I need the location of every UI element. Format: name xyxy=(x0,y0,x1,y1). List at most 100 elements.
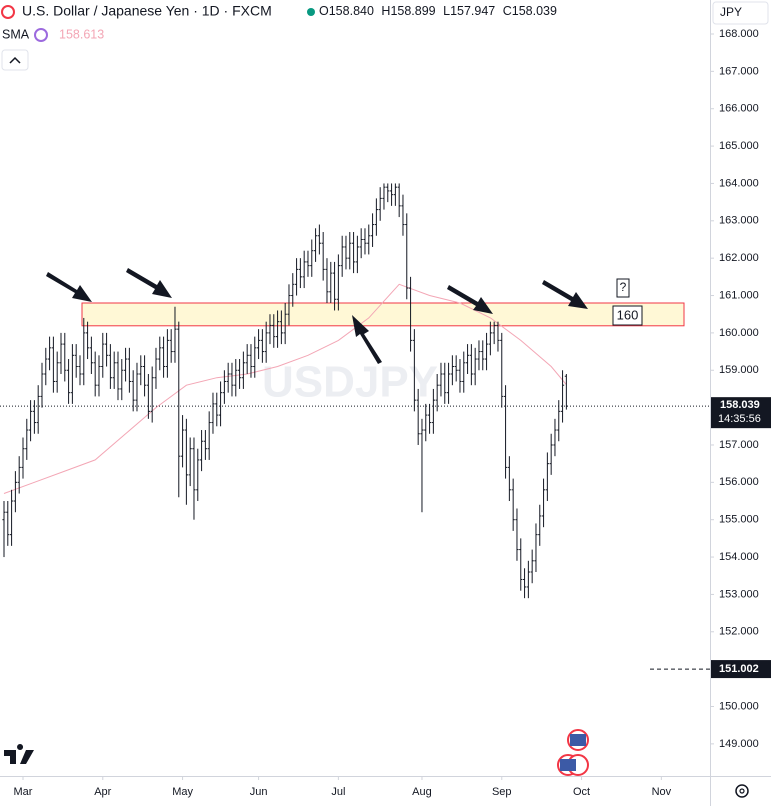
ohlc-bar xyxy=(59,332,63,374)
ohlc-bar xyxy=(401,194,405,236)
symbol-icon xyxy=(1,5,15,19)
y-tick-label: 161.000 xyxy=(719,289,759,301)
ohlc-bar xyxy=(180,415,185,468)
ohlc-bar xyxy=(21,437,25,479)
ohlc-bar xyxy=(488,321,492,356)
ohlc-bar xyxy=(199,430,204,472)
ohlc-bar xyxy=(538,504,542,546)
ohlc-bar xyxy=(370,213,375,247)
ohlc-bar xyxy=(557,400,561,442)
ohlc-bar xyxy=(435,373,439,412)
ohlc-bar xyxy=(325,258,329,304)
ohlc-bar xyxy=(469,344,473,386)
ohlc-bar xyxy=(443,362,447,404)
ohlc-bar xyxy=(215,392,219,427)
x-tick-label: Mar xyxy=(14,786,33,798)
ohlc-bar xyxy=(253,336,257,378)
ohlc-bar xyxy=(17,456,21,494)
ohlc-bar xyxy=(211,392,215,434)
y-tick-label: 155.000 xyxy=(719,514,759,526)
gear-icon xyxy=(735,784,749,798)
ohlc-bar xyxy=(473,347,477,386)
ohlc-values: O158.840 H158.899 L157.947 C158.039 xyxy=(319,4,557,18)
ohlc-bar xyxy=(416,388,420,445)
ohlc-bar xyxy=(218,381,223,427)
ohlc-bar xyxy=(279,310,283,345)
ohlc-bar xyxy=(44,347,48,386)
ohlc-bar xyxy=(462,351,466,393)
ohlc-bar xyxy=(70,344,74,404)
ohlc-bar xyxy=(374,198,378,236)
ohlc-bar xyxy=(275,310,280,348)
ohlc-bar xyxy=(40,362,44,408)
ohlc-bar xyxy=(264,321,268,363)
ohlc-bar xyxy=(127,347,131,393)
y-tick-label: 154.000 xyxy=(719,551,759,563)
ohlc-bar xyxy=(158,336,162,371)
ohlc-bar xyxy=(484,332,489,371)
ohlc-value: 158.039 xyxy=(512,4,557,18)
ohlc-bar xyxy=(55,351,59,393)
x-tick-label: Apr xyxy=(94,786,111,798)
ohlc-label: L xyxy=(443,4,450,18)
ohlc-bar xyxy=(142,355,147,397)
ohlc-bar xyxy=(104,332,109,367)
y-tick-label: 165.000 xyxy=(719,140,759,152)
ohlc-bar xyxy=(553,418,557,457)
ohlc-bar xyxy=(389,183,394,206)
ohlc-bar xyxy=(560,370,565,423)
ohlc-bar xyxy=(184,418,188,505)
ohlc-bar xyxy=(66,359,71,404)
currency-button[interactable]: JPY xyxy=(712,1,769,25)
ohlc-bar xyxy=(89,336,93,374)
ohlc-bar xyxy=(465,344,470,374)
ohlc-bar xyxy=(348,232,352,270)
ohlc-bar xyxy=(146,373,150,419)
tradingview-logo[interactable] xyxy=(4,744,34,764)
collapse-button[interactable] xyxy=(1,49,29,71)
ohlc-bar xyxy=(196,448,200,502)
ohlc-bar xyxy=(515,508,519,561)
ohlc-bar xyxy=(291,273,295,307)
y-tick-label: 168.000 xyxy=(719,28,759,40)
ohlc-bar xyxy=(530,549,534,584)
ohlc-bar xyxy=(507,456,511,502)
ohlc-bar xyxy=(226,362,230,393)
ohlc-bar xyxy=(454,355,458,382)
ohlc-bar xyxy=(78,355,82,386)
y-tick-label: 160.000 xyxy=(719,327,759,339)
ohlc-value: 158.899 xyxy=(390,4,435,18)
ohlc-bar xyxy=(526,560,530,599)
ohlc-bar xyxy=(165,329,169,378)
alert-label: 151.002 xyxy=(719,663,759,675)
y-tick-label: 166.000 xyxy=(719,103,759,115)
market-status xyxy=(307,8,315,16)
ohlc-bar xyxy=(522,568,527,599)
x-tick-label: Jun xyxy=(250,786,268,798)
flag-icon-body xyxy=(560,759,576,771)
ohlc-bar xyxy=(298,258,302,289)
ohlc-bar xyxy=(6,501,10,546)
x-tick-label: Nov xyxy=(652,786,672,798)
ohlc-bar xyxy=(503,385,508,479)
y-tick-label: 163.000 xyxy=(719,215,759,227)
ohlc-bar xyxy=(367,224,371,255)
settings-button[interactable] xyxy=(735,784,749,798)
ohlc-bar xyxy=(427,403,432,434)
ohlc-bar xyxy=(169,329,173,363)
ohlc-bar xyxy=(382,183,386,210)
ohlc-bar xyxy=(245,344,249,374)
ohlc-bar xyxy=(313,228,318,262)
last-price-label: 158.039 xyxy=(720,399,760,411)
ohlc-bar xyxy=(450,355,454,386)
indicator-name: SMA xyxy=(2,27,30,41)
ohlc-bar xyxy=(519,538,523,591)
ohlc-bar xyxy=(93,351,97,397)
ohlc-bar xyxy=(237,359,242,389)
y-tick-label: 164.000 xyxy=(719,177,759,189)
ohlc-bar xyxy=(32,400,36,434)
